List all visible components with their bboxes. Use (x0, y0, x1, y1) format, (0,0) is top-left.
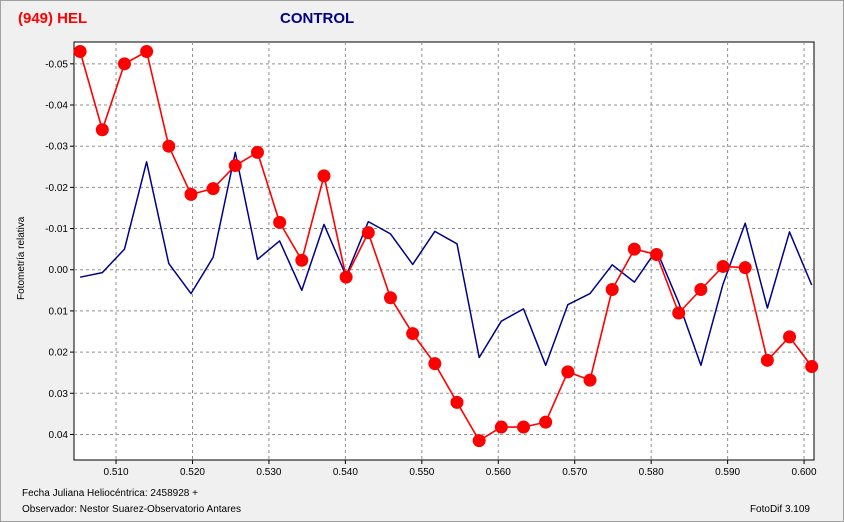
x-tick-label: 0.560 (486, 467, 511, 478)
y-axis-ticks: -0.05 -0.04 -0.03 -0.02 -0.01 0.00 0.01 0.02 0.0… (45, 59, 74, 441)
series-layer (73, 44, 819, 448)
target-title: (949) HEL (18, 10, 88, 27)
julian-date-label: Fecha Juliana Heliocéntrica: 2458928 + (22, 488, 198, 499)
target-data-point (472, 434, 486, 448)
x-axis-ticks: 0.510 0.520 0.530 0.540 0.550 0.560 0.570 0.580… (104, 460, 817, 478)
y-tick-label: 0.01 (49, 306, 69, 317)
target-series-line (79, 50, 813, 442)
target-data-point (184, 187, 198, 201)
target-data-point (716, 259, 730, 273)
target-data-point (805, 360, 819, 374)
target-data-point (273, 215, 287, 229)
target-data-point (117, 57, 131, 71)
target-data-point (450, 395, 464, 409)
target-data-point (561, 365, 575, 379)
x-tick-label: 0.510 (104, 467, 129, 478)
target-data-point (627, 242, 641, 256)
x-tick-label: 0.600 (792, 467, 817, 478)
y-tick-label: 0.00 (49, 265, 69, 276)
target-data-point (383, 291, 397, 305)
y-tick-label: -0.04 (45, 101, 68, 112)
target-data-point (73, 44, 87, 58)
x-tick-label: 0.580 (639, 467, 664, 478)
target-data-point (672, 306, 686, 320)
y-tick-label: -0.03 (45, 142, 68, 153)
observer-label: Observador: Nestor Suarez-Observatorio A… (22, 504, 241, 515)
target-data-point (494, 420, 508, 434)
y-tick-label: 0.04 (49, 430, 69, 441)
target-data-point (517, 420, 531, 434)
y-tick-label: 0.03 (49, 389, 69, 400)
control-title: CONTROL (280, 10, 355, 27)
target-data-point (760, 353, 774, 367)
plot-area (73, 41, 815, 461)
target-data-point (361, 226, 375, 240)
y-tick-label: -0.01 (45, 224, 68, 235)
target-data-point (317, 169, 331, 183)
x-tick-label: 0.530 (256, 467, 281, 478)
target-data-point (250, 145, 264, 159)
x-tick-label: 0.570 (562, 467, 587, 478)
target-data-point (228, 159, 242, 173)
target-data-point (650, 248, 664, 262)
target-data-point (605, 283, 619, 297)
grid (74, 42, 814, 460)
software-version: FotoDif 3.109 (749, 504, 810, 515)
target-data-point (583, 373, 597, 387)
target-data-point (162, 139, 176, 153)
target-data-point (428, 357, 442, 371)
x-tick-label: 0.520 (180, 467, 205, 478)
target-data-point (783, 330, 797, 344)
target-data-point (140, 44, 154, 58)
target-data-point (738, 261, 752, 275)
target-data-point (406, 327, 420, 341)
target-data-point (95, 123, 109, 137)
y-tick-label: 0.02 (49, 348, 69, 359)
target-data-point (295, 253, 309, 267)
x-tick-label: 0.540 (333, 467, 358, 478)
target-data-point (539, 415, 553, 429)
target-data-point (206, 182, 220, 196)
target-data-point (339, 270, 353, 284)
x-tick-label: 0.550 (409, 467, 434, 478)
control-series-line (79, 151, 813, 367)
x-tick-label: 0.590 (715, 467, 740, 478)
y-tick-label: -0.05 (45, 59, 68, 70)
y-tick-label: -0.02 (45, 183, 68, 194)
target-data-point (694, 283, 708, 297)
